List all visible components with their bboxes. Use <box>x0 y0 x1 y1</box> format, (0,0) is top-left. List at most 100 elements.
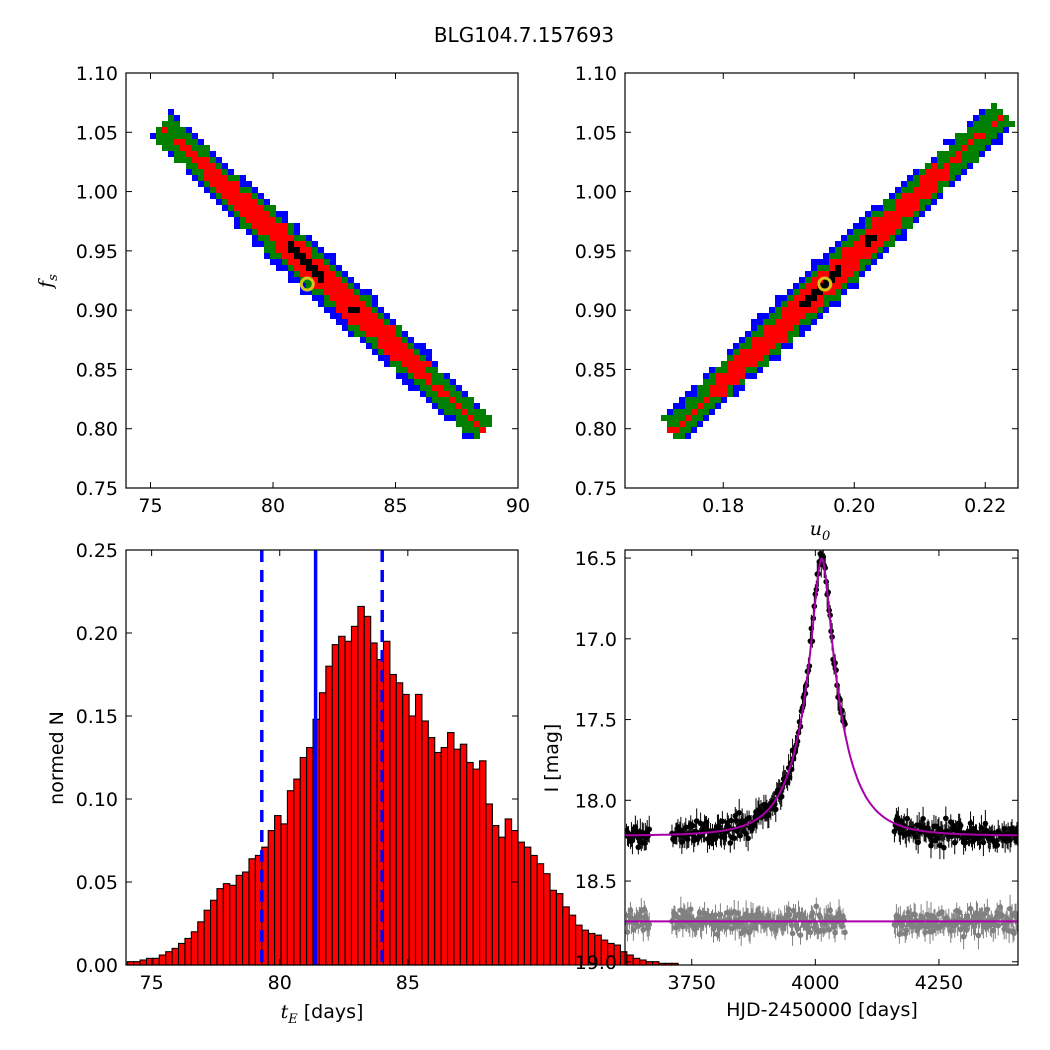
density-cell <box>282 241 288 247</box>
figure-title: BLG104.7.157693 <box>434 23 614 47</box>
density-cell <box>270 205 276 211</box>
histogram-bar <box>485 803 493 966</box>
density-cell <box>871 247 877 253</box>
plot-area <box>625 550 1018 950</box>
density-cell <box>853 241 859 247</box>
density-cell <box>210 163 216 169</box>
density-cell <box>420 361 426 367</box>
density-cell <box>907 217 913 223</box>
y-tick-label: 0.10 <box>76 789 118 811</box>
density-cell <box>378 355 384 361</box>
density-cell <box>294 265 300 271</box>
density-cell <box>745 331 751 337</box>
density-cell <box>390 343 396 349</box>
histogram-bar <box>427 737 436 966</box>
density-cell <box>715 373 721 379</box>
density-cell <box>306 235 312 241</box>
density-cell <box>222 163 228 169</box>
density-cell <box>216 163 222 169</box>
density-cell <box>757 313 763 319</box>
density-cell <box>841 247 847 253</box>
density-cell <box>174 127 180 133</box>
data-point <box>999 913 1005 919</box>
density-cell <box>931 187 937 193</box>
density-cell <box>679 433 685 439</box>
histogram-bar <box>479 760 487 966</box>
density-cell <box>757 361 763 367</box>
density-cell <box>907 199 913 205</box>
density-cell <box>985 139 991 145</box>
density-cell <box>198 157 204 163</box>
density-cell <box>739 343 745 349</box>
density-cell <box>456 391 462 397</box>
density-cell <box>390 337 396 343</box>
density-cell <box>378 343 384 349</box>
density-cell <box>402 337 408 343</box>
histogram-bar <box>402 693 410 966</box>
y-tick-label: 0.85 <box>76 359 118 381</box>
density-cell <box>883 229 889 235</box>
density-cell <box>366 331 372 337</box>
density-cell <box>955 169 961 175</box>
density-cell <box>204 181 210 187</box>
density-cell <box>336 265 342 271</box>
density-cell <box>450 379 456 385</box>
density-cell <box>769 355 775 361</box>
density-cell <box>775 295 781 301</box>
density-cell <box>342 301 348 307</box>
density-cell <box>739 367 745 373</box>
density-cell <box>342 325 348 331</box>
density-cell <box>276 235 282 241</box>
data-point <box>930 928 936 934</box>
density-cell <box>901 181 907 187</box>
density-cell <box>336 283 342 289</box>
density-cell <box>342 277 348 283</box>
density-cell <box>258 205 264 211</box>
density-cell <box>180 133 186 139</box>
density-cell <box>330 301 336 307</box>
histogram-bar <box>440 746 449 966</box>
density-cell <box>258 241 264 247</box>
density-cell <box>709 385 715 391</box>
histogram-bar <box>248 858 256 966</box>
density-cell <box>300 253 306 259</box>
density-cell <box>853 247 859 253</box>
density-cell <box>817 259 823 265</box>
density-cell <box>372 319 378 325</box>
density-cell <box>234 175 240 181</box>
density-cell <box>751 337 757 343</box>
density-cell <box>324 253 330 259</box>
density-cell <box>234 193 240 199</box>
data-point <box>747 928 753 934</box>
density-cell <box>366 343 372 349</box>
data-point <box>764 922 770 928</box>
density-cell <box>354 331 360 337</box>
density-cell <box>817 301 823 307</box>
density-cell <box>973 157 979 163</box>
density-cell <box>216 199 222 205</box>
density-cell <box>336 301 342 307</box>
density-cell <box>216 187 222 193</box>
axes-frame <box>624 549 1019 966</box>
density-cell <box>360 313 366 319</box>
histogram-bar <box>306 746 314 966</box>
density-cell <box>703 397 709 403</box>
density-cell <box>210 187 216 193</box>
density-cell <box>210 175 216 181</box>
density-cell <box>444 391 450 397</box>
plot-area <box>126 550 679 966</box>
density-cell <box>889 229 895 235</box>
density-cell <box>432 403 438 409</box>
density-cell <box>216 181 222 187</box>
density-cell <box>739 373 745 379</box>
histogram-bar <box>216 888 224 966</box>
density-cell <box>715 367 721 373</box>
density-cell <box>306 271 312 277</box>
density-cell <box>715 397 721 403</box>
density-cell <box>775 331 781 337</box>
density-cell <box>913 217 919 223</box>
density-cell <box>901 205 907 211</box>
data-point <box>981 911 988 917</box>
density-cell <box>222 181 228 187</box>
density-cell <box>781 307 787 313</box>
